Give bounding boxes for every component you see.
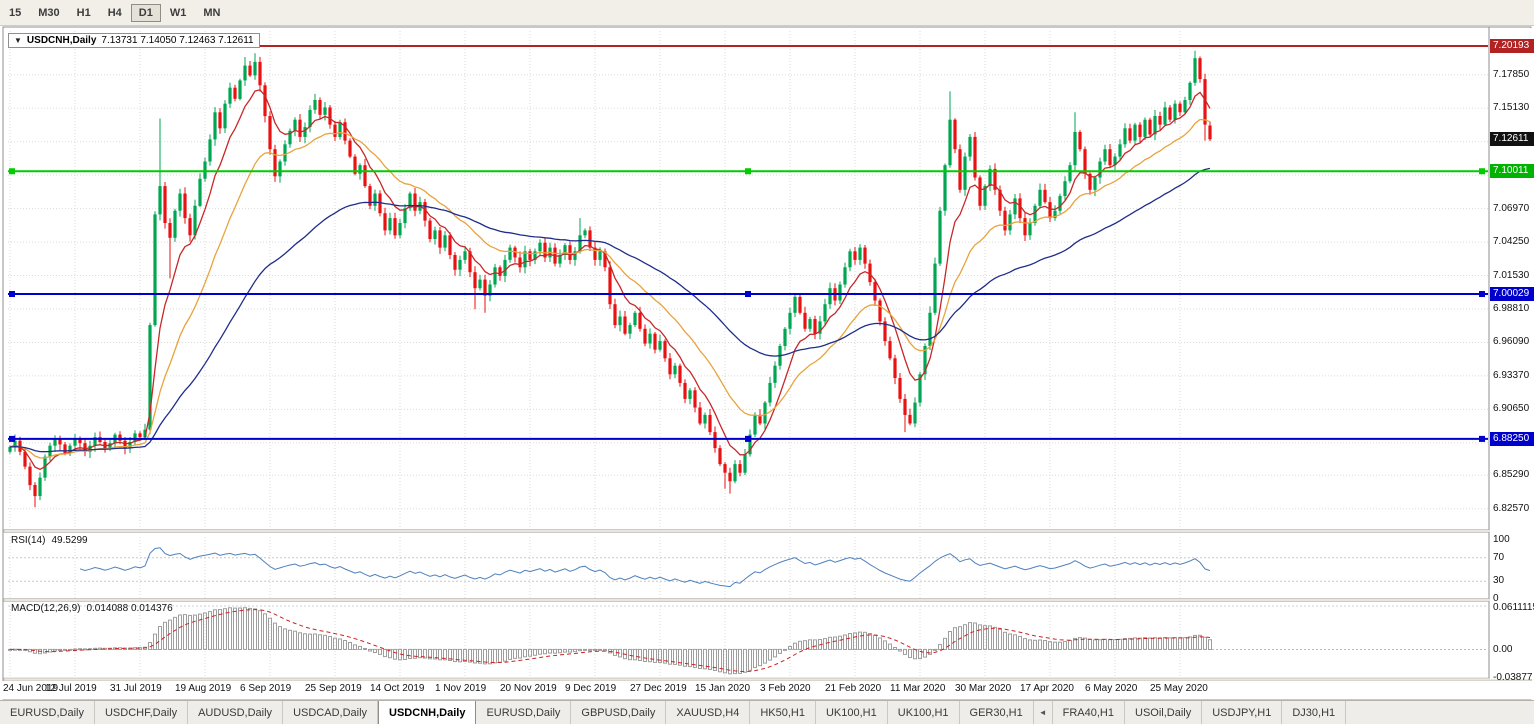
tab-fra40-h1[interactable]: FRA40,H1 <box>1053 701 1125 724</box>
date-tick-label: 25 Sep 2019 <box>305 683 362 694</box>
price-badge: 7.20193 <box>1490 39 1534 53</box>
rsi-line <box>79 547 1211 588</box>
tab-usdjpy-h1[interactable]: USDJPY,H1 <box>1202 701 1283 724</box>
level-handle[interactable] <box>745 168 751 175</box>
macd-axis-label: 0.00 <box>1493 644 1513 656</box>
timeframe-button-h1[interactable]: H1 <box>76 6 91 19</box>
ma-slow-line <box>9 167 1211 453</box>
rsi-name: RSI(14) <box>11 535 46 546</box>
rsi-axis-label: 30 <box>1493 575 1505 587</box>
timeframe-toolbar: 15 M30 H1 H4 D1 W1 MN <box>0 0 1534 26</box>
chart-title-box: ▼ USDCNH,Daily 7.13731 7.14050 7.12463 7… <box>8 33 260 48</box>
rsi-value: 49.5299 <box>51 535 88 546</box>
rsi-axis-label: 70 <box>1493 551 1505 563</box>
price-badge: 6.88250 <box>1490 431 1534 446</box>
chart-ohlc-values: 7.13731 7.14050 7.12463 7.12611 <box>101 35 254 46</box>
tab-eurusd-daily[interactable]: EURUSD,Daily <box>476 701 572 724</box>
tab-usdcnh-daily[interactable]: USDCNH,Daily <box>378 701 477 724</box>
price-tick-label: 6.93370 <box>1493 369 1530 381</box>
timeframe-button-w1[interactable]: W1 <box>169 6 187 19</box>
tab-audusd-daily[interactable]: AUDUSD,Daily <box>188 701 284 724</box>
price-tick-label: 6.96090 <box>1493 336 1530 348</box>
chart-symbol-label: USDCNH,Daily <box>26 35 97 46</box>
date-tick-label: 3 Feb 2020 <box>760 683 811 694</box>
price-tick-label: 7.17850 <box>1493 68 1530 80</box>
rsi-indicator-label: RSI(14) 49.5299 <box>11 535 88 546</box>
ma-medium-line <box>9 118 1211 459</box>
date-tick-label: 31 Jul 2019 <box>110 683 162 694</box>
chart-tab-bar: EURUSD,Daily USDCHF,Daily AUDUSD,Daily USDC… <box>0 700 1534 724</box>
date-tick-label: 14 Oct 2019 <box>370 683 425 694</box>
date-tick-label: 6 May 2020 <box>1085 683 1138 694</box>
price-tick-label: 7.01530 <box>1493 269 1530 281</box>
date-tick-label: 19 Aug 2019 <box>175 683 232 694</box>
price-tick-label: 6.85290 <box>1493 469 1530 481</box>
tab-gbpusd-daily[interactable]: GBPUSD,Daily <box>571 701 667 724</box>
price-tick-label: 7.04250 <box>1493 236 1530 248</box>
date-tick-label: 20 Nov 2019 <box>500 683 557 694</box>
date-tick-label: 11 Mar 2020 <box>890 683 946 694</box>
date-tick-label: 15 Jan 2020 <box>695 683 751 694</box>
price-badge: 7.00029 <box>1490 287 1534 302</box>
tab-dj30-h1[interactable]: DJ30,H1 <box>1282 701 1347 724</box>
date-tick-label: 21 Feb 2020 <box>825 683 882 694</box>
level-handle[interactable] <box>745 291 751 298</box>
macd-name: MACD(12,26,9) <box>11 603 81 614</box>
date-tick-label: 9 Dec 2019 <box>565 683 617 694</box>
date-tick-label: 12 Jul 2019 <box>45 683 97 694</box>
tab-usdchf-daily[interactable]: USDCHF,Daily <box>95 701 189 724</box>
level-handle[interactable] <box>1479 435 1485 442</box>
timeframe-button-m30[interactable]: M30 <box>38 6 60 19</box>
timeframe-button-h4[interactable]: H4 <box>107 6 122 19</box>
price-tick-label: 6.98810 <box>1493 303 1530 314</box>
time-axis: 24 Jun 2019 12 Jul 2019 31 Jul 2019 19 Aug … <box>0 681 1534 699</box>
macd-signal-line <box>10 609 1211 673</box>
date-tick-label: 25 May 2020 <box>1150 683 1208 694</box>
tab-uk100-h1[interactable]: UK100,H1 <box>816 701 888 724</box>
date-tick-label: 17 Apr 2020 <box>1020 683 1074 694</box>
tab-uk100-h1[interactable]: UK100,H1 <box>888 701 960 724</box>
price-badge: 7.10011 <box>1490 164 1534 179</box>
tab-usoil-daily[interactable]: USOil,Daily <box>1125 701 1203 724</box>
panel-divider[interactable] <box>3 598 1532 602</box>
macd-axis-label: 0.0611115 <box>1493 602 1534 613</box>
price-tick-label: 7.15130 <box>1493 102 1530 114</box>
macd-values: 0.014088 0.014376 <box>86 603 173 614</box>
symbol-dropdown-icon[interactable]: ▼ <box>14 36 22 45</box>
date-tick-label: 27 Dec 2019 <box>630 683 687 694</box>
timeframe-button-15[interactable]: 15 <box>9 6 22 19</box>
panel-divider[interactable] <box>3 529 1532 533</box>
macd-indicator-label: MACD(12,26,9) 0.014088 0.014376 <box>11 603 173 614</box>
date-tick-label: 1 Nov 2019 <box>435 683 487 694</box>
price-badge: 7.12611 <box>1490 132 1534 147</box>
price-tick-label: 6.82570 <box>1493 502 1530 514</box>
timeframe-button-mn[interactable]: MN <box>203 6 221 19</box>
level-handle[interactable] <box>9 435 15 442</box>
tab-xauusd-h4[interactable]: XAUUSD,H4 <box>666 701 751 724</box>
tab-ger30-h1[interactable]: GER30,H1 <box>960 701 1034 724</box>
level-handle[interactable] <box>1479 168 1485 175</box>
level-handle[interactable] <box>745 435 751 442</box>
level-handle[interactable] <box>1479 291 1485 298</box>
date-tick-label: 30 Mar 2020 <box>955 683 1012 694</box>
level-handle[interactable] <box>9 291 15 298</box>
price-tick-label: 7.06970 <box>1493 202 1530 214</box>
date-tick-label: 24 Jun 2019 <box>3 683 59 694</box>
macd-axis-label: -0.03877 <box>1493 672 1533 683</box>
tab-scroll-left-icon[interactable]: ◄ <box>1034 701 1053 724</box>
level-handle[interactable] <box>9 168 15 175</box>
date-tick-label: 6 Sep 2019 <box>240 683 292 694</box>
rsi-axis-label: 100 <box>1493 534 1510 545</box>
price-tick-label: 6.90650 <box>1493 403 1530 415</box>
tab-hk50-h1[interactable]: HK50,H1 <box>750 701 816 724</box>
tab-eurusd-daily[interactable]: EURUSD,Daily <box>0 701 95 724</box>
timeframe-button-d1[interactable]: D1 <box>130 3 161 22</box>
ma-fast-line <box>9 89 1211 471</box>
tab-usdcad-daily[interactable]: USDCAD,Daily <box>283 701 379 724</box>
rsi-axis-label: 0 <box>1493 593 1499 604</box>
